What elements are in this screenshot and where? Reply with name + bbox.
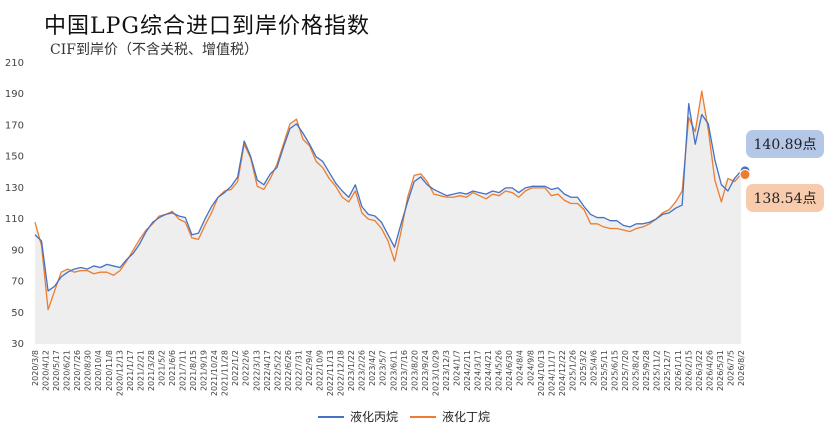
- x-tick-label: 2022/3/13: [252, 350, 261, 391]
- x-tick-label: 2022/11/13: [326, 350, 335, 396]
- x-tick-label: 2026/5/31: [716, 350, 725, 391]
- x-tick-label: 2021/8/15: [189, 350, 198, 391]
- x-tick-label: 2024/5/26: [495, 350, 504, 391]
- area-fill-layer: [35, 91, 741, 344]
- propane-series-line: [34, 102, 742, 292]
- x-tick-label: 2021/10/24: [210, 350, 219, 396]
- x-tick-label: 2024/3/17: [474, 350, 483, 391]
- x-tick-label: 2023/1/22: [347, 350, 356, 391]
- callout-propane: 140.89点: [746, 130, 824, 158]
- x-tick-label: 2024/1/7: [452, 350, 461, 386]
- x-tick-label: 2026/3/22: [695, 350, 704, 391]
- x-tick-label: 2026/7/5: [726, 350, 735, 386]
- x-tick-label: 2021/2/21: [136, 350, 145, 391]
- x-tick-label: 2021/6/6: [168, 350, 177, 386]
- legend-butane-label: 液化丁烷: [442, 409, 490, 424]
- y-tick-label: 50: [11, 308, 24, 319]
- callout-butane-box: [746, 184, 824, 212]
- x-tick-label: 2022/4/17: [263, 350, 272, 391]
- x-tick-label: 2020/5/17: [52, 350, 61, 391]
- x-tick-label: 2022/5/22: [273, 350, 282, 391]
- y-tick-label: 110: [5, 214, 24, 225]
- x-tick-label: 2024/2/11: [463, 350, 472, 391]
- x-tick-label: 2022/12/18: [337, 350, 346, 396]
- x-tick-label: 2022/1/2: [231, 350, 240, 386]
- x-tick-label: 2022/10/9: [316, 350, 325, 391]
- chart-subtitle: CIF到岸价（不含关税、增值税）: [50, 42, 258, 58]
- x-tick-label: 2021/9/19: [200, 350, 209, 391]
- butane-series-line: [34, 90, 742, 311]
- x-tick-label: 2021/7/11: [179, 350, 188, 391]
- x-tick-label: 2026/1/11: [674, 350, 683, 391]
- axis-layer: 30 50 70 90 110 130 150 170 190 210 2020/3/8 2020/4…: [5, 58, 746, 396]
- x-tick-label: 2023/10/29: [431, 350, 440, 396]
- x-tick-label: 2023/4/2: [368, 350, 377, 386]
- x-tick-label: 2024/10/13: [537, 350, 546, 396]
- x-tick-label: 2022/6/26: [284, 350, 293, 391]
- x-tick-label: 2026/8/2: [737, 350, 746, 386]
- x-tick-label: 2025/9/28: [642, 350, 651, 391]
- x-tick-label: 2020/8/30: [84, 350, 93, 391]
- x-tick-label: 2025/5/11: [600, 350, 609, 391]
- x-tick-label: 2021/11/28: [221, 350, 230, 396]
- x-tick-label: 2020/12/13: [115, 350, 124, 396]
- x-tick-label: 2020/10/4: [94, 350, 103, 391]
- x-tick-label: 2021/5/2: [157, 350, 166, 386]
- x-tick-label: 2023/8/20: [410, 350, 419, 391]
- x-tick-label: 2025/7/20: [621, 350, 630, 391]
- x-tick-label: 2022/9/4: [305, 350, 314, 386]
- x-tick-label: 2024/8/4: [516, 350, 525, 386]
- y-tick-label: 170: [5, 120, 24, 131]
- x-tick-label: 2025/11/2: [653, 350, 662, 391]
- callout-propane-box: [746, 130, 824, 158]
- x-tick-label: 2021/3/28: [147, 350, 156, 391]
- x-tick-label: 2020/7/26: [73, 350, 82, 391]
- area-fill: [35, 91, 741, 344]
- y-tick-label: 70: [11, 277, 24, 288]
- series-layer: [34, 90, 742, 311]
- x-tick-label: 2020/4/12: [42, 350, 51, 391]
- x-tick-label: 2020/3/8: [31, 350, 40, 386]
- x-tick-label: 2024/11/17: [547, 350, 556, 396]
- callout-butane: 138.54点: [746, 184, 824, 212]
- x-tick-label: 2026/2/15: [684, 350, 693, 391]
- y-tick-label: 30: [11, 339, 24, 350]
- end-marker-layer: [739, 165, 751, 181]
- x-tick-label: 2023/12/3: [442, 350, 451, 391]
- x-tick-label: 2020/11/8: [105, 350, 114, 391]
- x-tick-label: 2024/12/22: [558, 350, 567, 396]
- x-tick-label: 2025/12/7: [663, 350, 672, 391]
- x-tick-label: 2021/1/17: [126, 350, 135, 391]
- y-tick-label: 210: [5, 58, 24, 69]
- y-tick-label: 90: [11, 245, 24, 256]
- x-tick-label: 2023/5/7: [379, 350, 388, 386]
- x-tick-label: 2023/9/24: [421, 350, 430, 391]
- x-tick-label: 2020/6/21: [63, 350, 72, 391]
- y-tick-label: 130: [5, 183, 24, 194]
- x-tick-label: 2025/4/6: [589, 350, 598, 386]
- x-tick-label: 2025/8/24: [632, 350, 641, 391]
- callout-butane-value: 138.54点: [754, 191, 817, 207]
- x-tick-label: 2023/2/26: [358, 350, 367, 391]
- butane-end-marker: [739, 169, 751, 181]
- chart-title: 中国LPG综合进口到岸价格指数: [44, 14, 370, 39]
- x-tick-label: 2024/6/30: [505, 350, 514, 391]
- x-tick-label: 2022/7/31: [294, 350, 303, 391]
- x-tick-label: 2025/3/2: [579, 350, 588, 386]
- legend-propane-label: 液化丙烷: [350, 409, 398, 424]
- callout-propane-value: 140.89点: [754, 137, 817, 153]
- x-tick-label: 2025/6/15: [611, 350, 620, 391]
- x-tick-label: 2024/9/8: [526, 350, 535, 386]
- legend: 液化丙烷 液化丁烷: [318, 409, 490, 424]
- x-tick-label: 2023/6/11: [389, 350, 398, 391]
- x-tick-label: 2023/7/16: [400, 350, 409, 391]
- y-tick-label: 190: [5, 89, 24, 100]
- x-tick-label: 2024/4/21: [484, 350, 493, 391]
- x-tick-label: 2025/1/26: [568, 350, 577, 391]
- y-tick-label: 150: [5, 152, 24, 163]
- x-tick-label: 2026/4/26: [705, 350, 714, 391]
- x-tick-label: 2022/2/6: [242, 350, 251, 386]
